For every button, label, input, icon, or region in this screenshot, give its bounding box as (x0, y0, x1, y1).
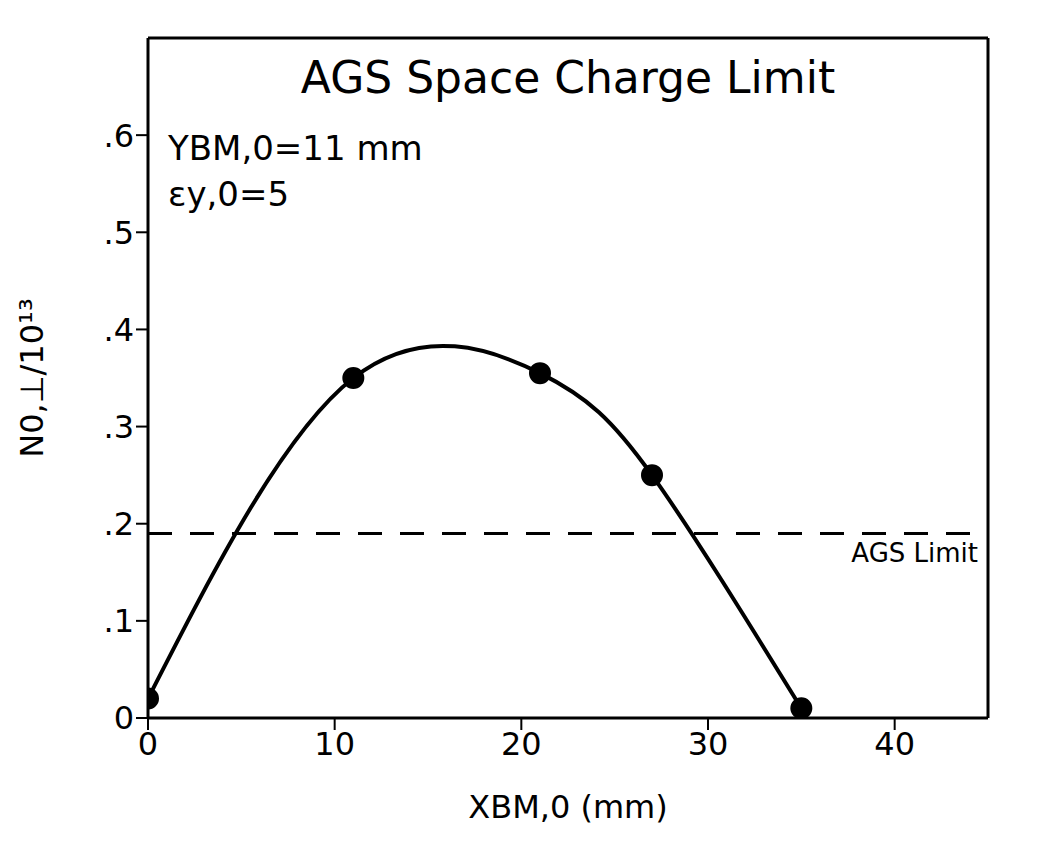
svg-text:0: 0 (138, 725, 158, 763)
svg-text:30: 30 (688, 725, 729, 763)
html-text:AGS Space Charge Limit: AGS Space Charge Limit (300, 52, 836, 103)
html-text:εy,0=5: εy,0=5 (168, 174, 290, 214)
svg-text:.1: .1 (103, 602, 134, 640)
svg-text:10: 10 (314, 725, 355, 763)
svg-text:40: 40 (874, 725, 915, 763)
svg-text:XBM,0 (mm): XBM,0 (mm) (468, 788, 668, 826)
svg-text:.3: .3 (103, 408, 134, 446)
svg-text:20: 20 (501, 725, 542, 763)
svg-text:N0,⊥/10¹³: N0,⊥/10¹³ (13, 298, 51, 458)
html-text:YBM,0=11 mm: YBM,0=11 mm (168, 128, 423, 168)
svg-text:0: 0 (114, 699, 134, 737)
svg-text:.2: .2 (103, 505, 134, 543)
svg-text:.5: .5 (103, 214, 134, 252)
svg-text:.6: .6 (103, 117, 134, 155)
svg-text:AGS Limit: AGS Limit (851, 538, 978, 568)
svg-text:.4: .4 (103, 311, 134, 349)
